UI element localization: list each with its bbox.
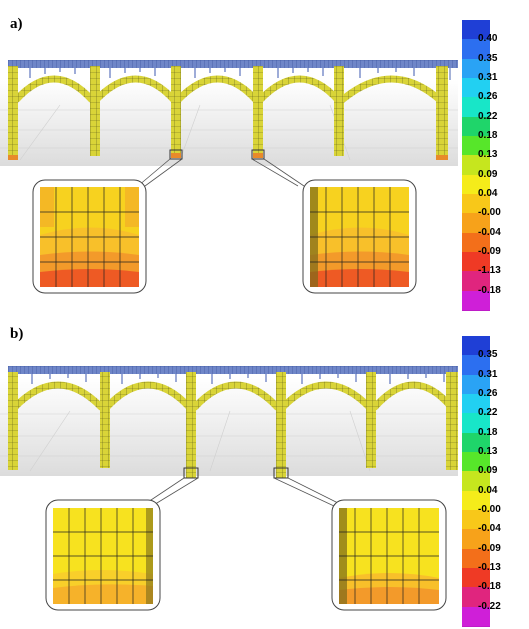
panel-b: b)	[0, 316, 529, 629]
scale-tick-label: -0.00	[478, 207, 501, 219]
piers	[8, 66, 448, 160]
detail-zoom-left	[45, 499, 161, 611]
scale-tick-label: -0.09	[478, 542, 501, 554]
scale-tick-label: -0.18	[478, 284, 501, 296]
scale-tick-label: 0.04	[478, 484, 498, 496]
scale-tick-label: 0.13	[478, 446, 498, 457]
color-scale-a	[462, 20, 490, 311]
detail-zoom-right	[331, 499, 447, 611]
scale-tick-label: -0.04	[478, 226, 501, 238]
ground-plane	[0, 378, 458, 476]
scale-tick-label: 0.31	[478, 368, 498, 380]
arches	[11, 381, 455, 411]
panel-a: a)	[0, 16, 522, 311]
scale-tick-label: -0.18	[478, 581, 501, 593]
detail-zoom-right	[302, 179, 417, 294]
scale-labels-b: 0.35 0.31 0.26 0.22 0.18 0.13 0.09 0.04 -0.00 -0.…	[478, 336, 522, 626]
scale-tick-label: 0.26	[478, 91, 498, 103]
piers	[8, 372, 458, 478]
scale-tick-label: -0.04	[478, 523, 501, 535]
scale-tick-label: 0.22	[478, 407, 498, 419]
bridge-deck	[8, 366, 458, 374]
bridge-figure-b	[0, 366, 458, 611]
scale-tick-label: -1.13	[478, 265, 501, 277]
scale-swatch	[462, 606, 490, 627]
spandrel-columns	[29, 68, 415, 78]
ground-plane	[0, 80, 458, 166]
scale-tick-label: -0.22	[478, 600, 501, 612]
scale-tick-label: -0.09	[478, 246, 501, 257]
scale-tick-label: 0.04	[478, 188, 498, 199]
scale-tick-label: 0.09	[478, 465, 498, 477]
scale-tick-label: 0.13	[478, 149, 498, 161]
scale-tick-label: 0.18	[478, 426, 498, 438]
scale-labels-a: 0.40 0.35 0.31 0.26 0.22 0.18 0.13 0.09 0.04 -0.0…	[478, 20, 522, 310]
scale-tick-label: -0.13	[478, 562, 501, 573]
color-scale-b	[462, 336, 490, 627]
scale-tick-label: 0.09	[478, 168, 498, 180]
panel-label: a)	[10, 16, 23, 32]
scale-tick-label: 0.26	[478, 388, 498, 399]
spandrel-columns	[31, 374, 445, 384]
panel-label: b)	[10, 326, 24, 342]
scale-tick-label: 0.35	[478, 349, 498, 361]
bridge-deck	[8, 60, 458, 68]
scale-tick-label: 0.35	[478, 52, 498, 64]
scale-tick-label: 0.18	[478, 130, 498, 141]
scale-tick-label: -0.00	[478, 504, 501, 515]
scale-tick-label: 0.40	[478, 33, 498, 45]
scale-swatch	[462, 290, 490, 311]
detail-zoom-left	[32, 179, 147, 294]
bridge-figure-a	[0, 60, 458, 294]
scale-tick-label: 0.31	[478, 72, 498, 83]
scale-tick-label: 0.22	[478, 110, 498, 122]
arches	[13, 75, 443, 103]
